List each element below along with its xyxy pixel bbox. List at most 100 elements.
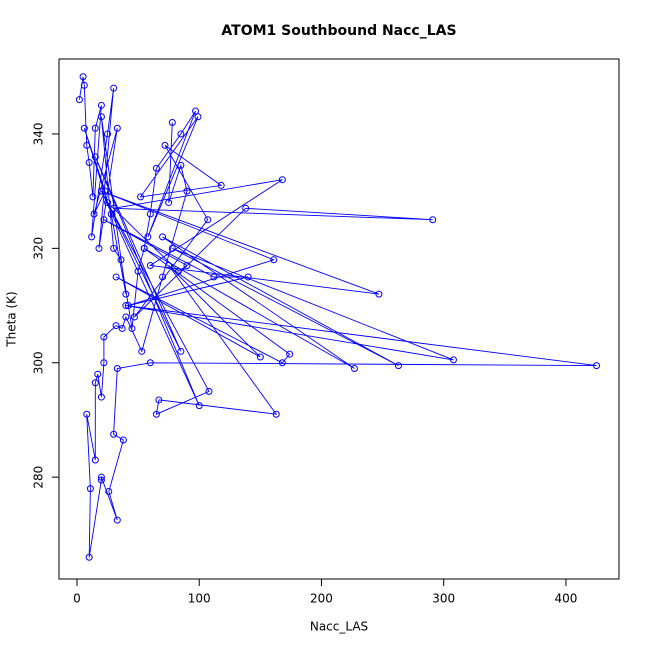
point xyxy=(195,402,203,410)
point xyxy=(159,273,167,281)
point xyxy=(210,273,218,281)
point xyxy=(113,124,121,132)
point xyxy=(256,353,264,361)
y-tick-label: 280 xyxy=(32,466,46,489)
point xyxy=(177,130,185,138)
y-tick-label: 300 xyxy=(32,351,46,374)
point xyxy=(95,244,103,252)
point xyxy=(110,204,118,212)
x-tick-label: 200 xyxy=(310,592,333,606)
point xyxy=(375,290,383,298)
point xyxy=(110,430,118,438)
point xyxy=(97,187,105,195)
point xyxy=(204,216,212,224)
point xyxy=(165,199,173,207)
point xyxy=(94,370,102,378)
point xyxy=(91,153,99,161)
point xyxy=(91,456,99,464)
point xyxy=(242,204,250,212)
point xyxy=(105,487,113,495)
point xyxy=(122,302,130,310)
point xyxy=(286,350,294,358)
point xyxy=(194,113,202,121)
point xyxy=(183,262,191,270)
point xyxy=(89,193,97,201)
chart-title: ATOM1 Southbound Nacc_LAS xyxy=(221,23,456,39)
point xyxy=(83,410,91,418)
x-tick-label: 100 xyxy=(188,592,211,606)
point xyxy=(278,176,286,184)
y-tick-label: 320 xyxy=(32,237,46,260)
point xyxy=(183,187,191,195)
point xyxy=(449,356,457,364)
point xyxy=(80,81,88,89)
point xyxy=(124,302,132,310)
point xyxy=(75,96,83,104)
point xyxy=(112,322,120,330)
point xyxy=(110,244,118,252)
point xyxy=(128,324,136,332)
point xyxy=(161,141,169,149)
point xyxy=(244,273,252,281)
point xyxy=(152,410,160,418)
point xyxy=(97,101,105,109)
point xyxy=(85,553,93,561)
x-tick-label: 0 xyxy=(73,592,81,606)
x-tick-label: 400 xyxy=(554,592,577,606)
point xyxy=(91,124,99,132)
point xyxy=(101,187,109,195)
point xyxy=(80,124,88,132)
point xyxy=(112,273,120,281)
point xyxy=(90,210,98,218)
point xyxy=(394,362,402,370)
point xyxy=(165,262,173,270)
point xyxy=(177,347,185,355)
point xyxy=(97,476,105,484)
point xyxy=(91,379,99,387)
point xyxy=(146,210,154,218)
point xyxy=(593,362,601,370)
point xyxy=(146,262,154,270)
point xyxy=(159,233,167,241)
point xyxy=(130,313,138,321)
point xyxy=(86,485,94,493)
point xyxy=(140,244,148,252)
plot-frame xyxy=(58,58,620,580)
point xyxy=(217,181,225,189)
point xyxy=(270,256,278,264)
series-line xyxy=(78,76,597,558)
point xyxy=(278,359,286,367)
point xyxy=(174,267,182,275)
point xyxy=(110,84,118,92)
point xyxy=(122,290,130,298)
point xyxy=(138,347,146,355)
point xyxy=(272,410,280,418)
point xyxy=(122,313,130,321)
point xyxy=(100,333,108,341)
point xyxy=(155,396,163,404)
point xyxy=(119,436,127,444)
point xyxy=(100,216,108,224)
point xyxy=(350,364,358,372)
y-tick-label: 340 xyxy=(32,122,46,145)
point xyxy=(100,359,108,367)
point xyxy=(113,364,121,372)
point xyxy=(104,130,112,138)
y-axis-label: Theta (K) xyxy=(5,291,19,347)
point xyxy=(113,516,121,524)
point xyxy=(205,387,213,395)
point xyxy=(192,107,200,115)
point xyxy=(97,113,105,121)
point xyxy=(107,210,115,218)
point xyxy=(429,216,437,224)
point xyxy=(152,164,160,172)
point xyxy=(79,73,87,81)
point xyxy=(144,233,152,241)
point xyxy=(177,161,185,169)
point xyxy=(97,393,105,401)
point xyxy=(104,199,112,207)
x-tick-label: 300 xyxy=(432,592,455,606)
x-axis-label: Nacc_LAS xyxy=(310,620,368,634)
point xyxy=(83,141,91,149)
